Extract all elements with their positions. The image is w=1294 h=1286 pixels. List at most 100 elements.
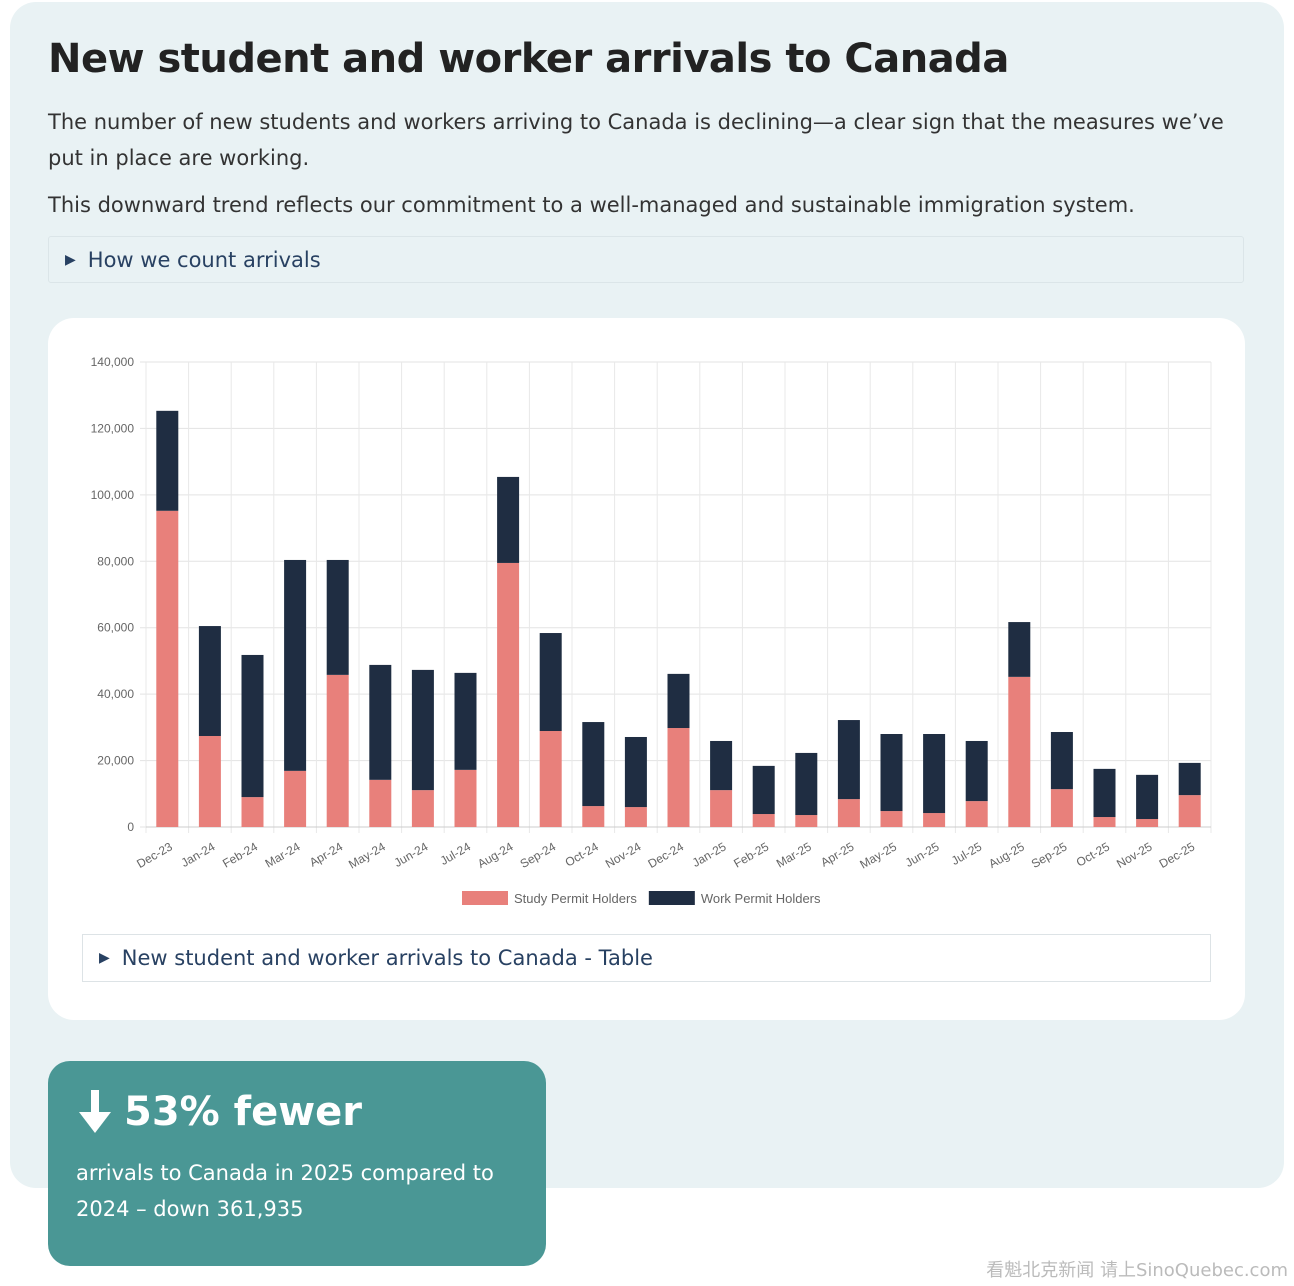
stat-description: arrivals to Canada in 2025 compared to 2…	[76, 1161, 494, 1221]
x-tick-label: May-24	[346, 839, 388, 871]
bar-work	[1093, 768, 1116, 818]
bar-study	[710, 790, 733, 827]
bar-study	[1136, 819, 1159, 827]
x-tick-label: Jun-24	[392, 839, 431, 870]
x-tick-label: Dec-23	[134, 839, 175, 871]
bar-work	[965, 740, 988, 802]
bar-work	[156, 410, 179, 511]
y-tick-label: 100,000	[91, 488, 135, 502]
x-tick-label: Sep-24	[518, 839, 559, 871]
x-tick-label: Oct-25	[1074, 839, 1112, 869]
y-tick-label: 40,000	[97, 687, 134, 701]
x-tick-label: Jan-24	[179, 839, 218, 870]
bar-study	[497, 562, 520, 827]
bar-work	[241, 654, 264, 798]
bar-study	[880, 811, 903, 827]
y-tick-label: 80,000	[97, 554, 134, 568]
y-tick-label: 0	[127, 820, 134, 834]
stat-card: 53% fewer arrivals to Canada in 2025 com…	[48, 1061, 546, 1266]
bar-study	[241, 797, 264, 827]
x-tick-label: Nov-24	[603, 839, 644, 871]
bar-work	[369, 664, 392, 780]
stacked-bar-chart: 0 20,000 40,000 60,000 80,000 100,000 120,000 1…	[91, 355, 1212, 906]
y-tick-label: 140,000	[91, 355, 135, 369]
bar-study	[752, 814, 775, 827]
bar-work	[1178, 762, 1201, 796]
x-tick-label: Feb-24	[220, 839, 260, 870]
expand-triangle-icon: ▶	[65, 251, 76, 268]
bar-study	[795, 815, 818, 827]
bar-work	[795, 752, 818, 816]
bar-work	[624, 736, 647, 808]
chart-card: 0 20,000 40,000 60,000 80,000 100,000 120,000 1…	[48, 318, 1245, 1020]
expand-triangle-icon: ▶	[99, 950, 110, 966]
x-tick-label: May-25	[857, 839, 899, 871]
bar-work	[880, 734, 903, 812]
bar-work	[667, 673, 690, 729]
trend-paragraph: This downward trend reflects our commitm…	[48, 193, 1135, 217]
legend-label: Study Permit Holders	[514, 891, 637, 906]
legend-swatch	[462, 891, 508, 905]
bar-work	[1008, 622, 1031, 677]
x-tick-label: Mar-25	[774, 839, 814, 870]
watermark: 看魁北克新闻 请上SinoQuebec.com	[986, 1260, 1288, 1281]
x-tick-label: Jan-25	[690, 839, 729, 870]
bar-study	[837, 799, 860, 827]
x-tick-label: Sep-25	[1029, 839, 1070, 871]
bar-work	[837, 720, 860, 800]
bar-work	[198, 626, 221, 736]
bar-study	[156, 510, 179, 827]
bar-work	[454, 672, 477, 770]
x-tick-label: Nov-25	[1114, 839, 1155, 871]
x-tick-label: Jun-25	[903, 839, 942, 870]
x-tick-label: Jul-25	[949, 839, 985, 868]
bar-work	[923, 734, 946, 814]
bar-study	[667, 728, 690, 827]
bar-study	[198, 735, 221, 827]
bar-study	[369, 779, 392, 827]
bar-study	[1178, 795, 1201, 827]
bar-work	[1050, 732, 1073, 790]
bar-work	[752, 765, 775, 815]
bar-study	[454, 769, 477, 827]
bar-study	[1093, 817, 1116, 827]
table-toggle-label: New student and worker arrivals to Canad…	[121, 946, 653, 970]
legend-label: Work Permit Holders	[701, 891, 821, 906]
bar-study	[582, 806, 605, 827]
x-tick-label: Mar-24	[263, 839, 303, 870]
intro-paragraph: The number of new students and workers a…	[48, 110, 1224, 170]
bar-work	[539, 633, 562, 732]
y-tick-label: 20,000	[97, 754, 134, 768]
legend-swatch	[648, 891, 695, 905]
x-tick-label: Feb-25	[731, 839, 771, 870]
x-tick-label: Dec-24	[645, 839, 686, 871]
bar-study	[1008, 676, 1031, 827]
y-tick-label: 60,000	[97, 621, 134, 635]
x-tick-label: Jul-24	[438, 839, 474, 868]
bar-study	[1050, 789, 1073, 827]
details-label: How we count arrivals	[87, 247, 321, 272]
bar-work	[411, 669, 434, 791]
bar-work	[582, 722, 605, 807]
x-tick-label: Dec-25	[1157, 839, 1198, 871]
table-toggle[interactable]: ▶ New student and worker arrivals to Can…	[82, 934, 1211, 982]
bar-work	[1136, 774, 1159, 820]
bar-work	[326, 559, 349, 675]
arrow-down-icon	[79, 1090, 111, 1133]
bar-study	[965, 801, 988, 827]
x-tick-label: Oct-24	[563, 839, 601, 869]
bar-study	[624, 807, 647, 827]
y-tick-label: 120,000	[91, 421, 135, 435]
stat-headline: 53% fewer	[124, 1089, 363, 1135]
bar-study	[326, 674, 349, 827]
x-tick-label: Aug-24	[475, 839, 516, 871]
how-we-count-details[interactable]: ▶ How we count arrivals	[48, 236, 1244, 283]
x-tick-label: Apr-25	[818, 839, 856, 869]
bar-work	[284, 559, 307, 771]
bar-work	[710, 740, 733, 791]
x-tick-label: Aug-25	[986, 839, 1027, 871]
bar-study	[539, 731, 562, 827]
bar-work	[497, 476, 520, 563]
x-tick-label: Apr-24	[307, 839, 345, 869]
bar-study	[411, 790, 434, 827]
